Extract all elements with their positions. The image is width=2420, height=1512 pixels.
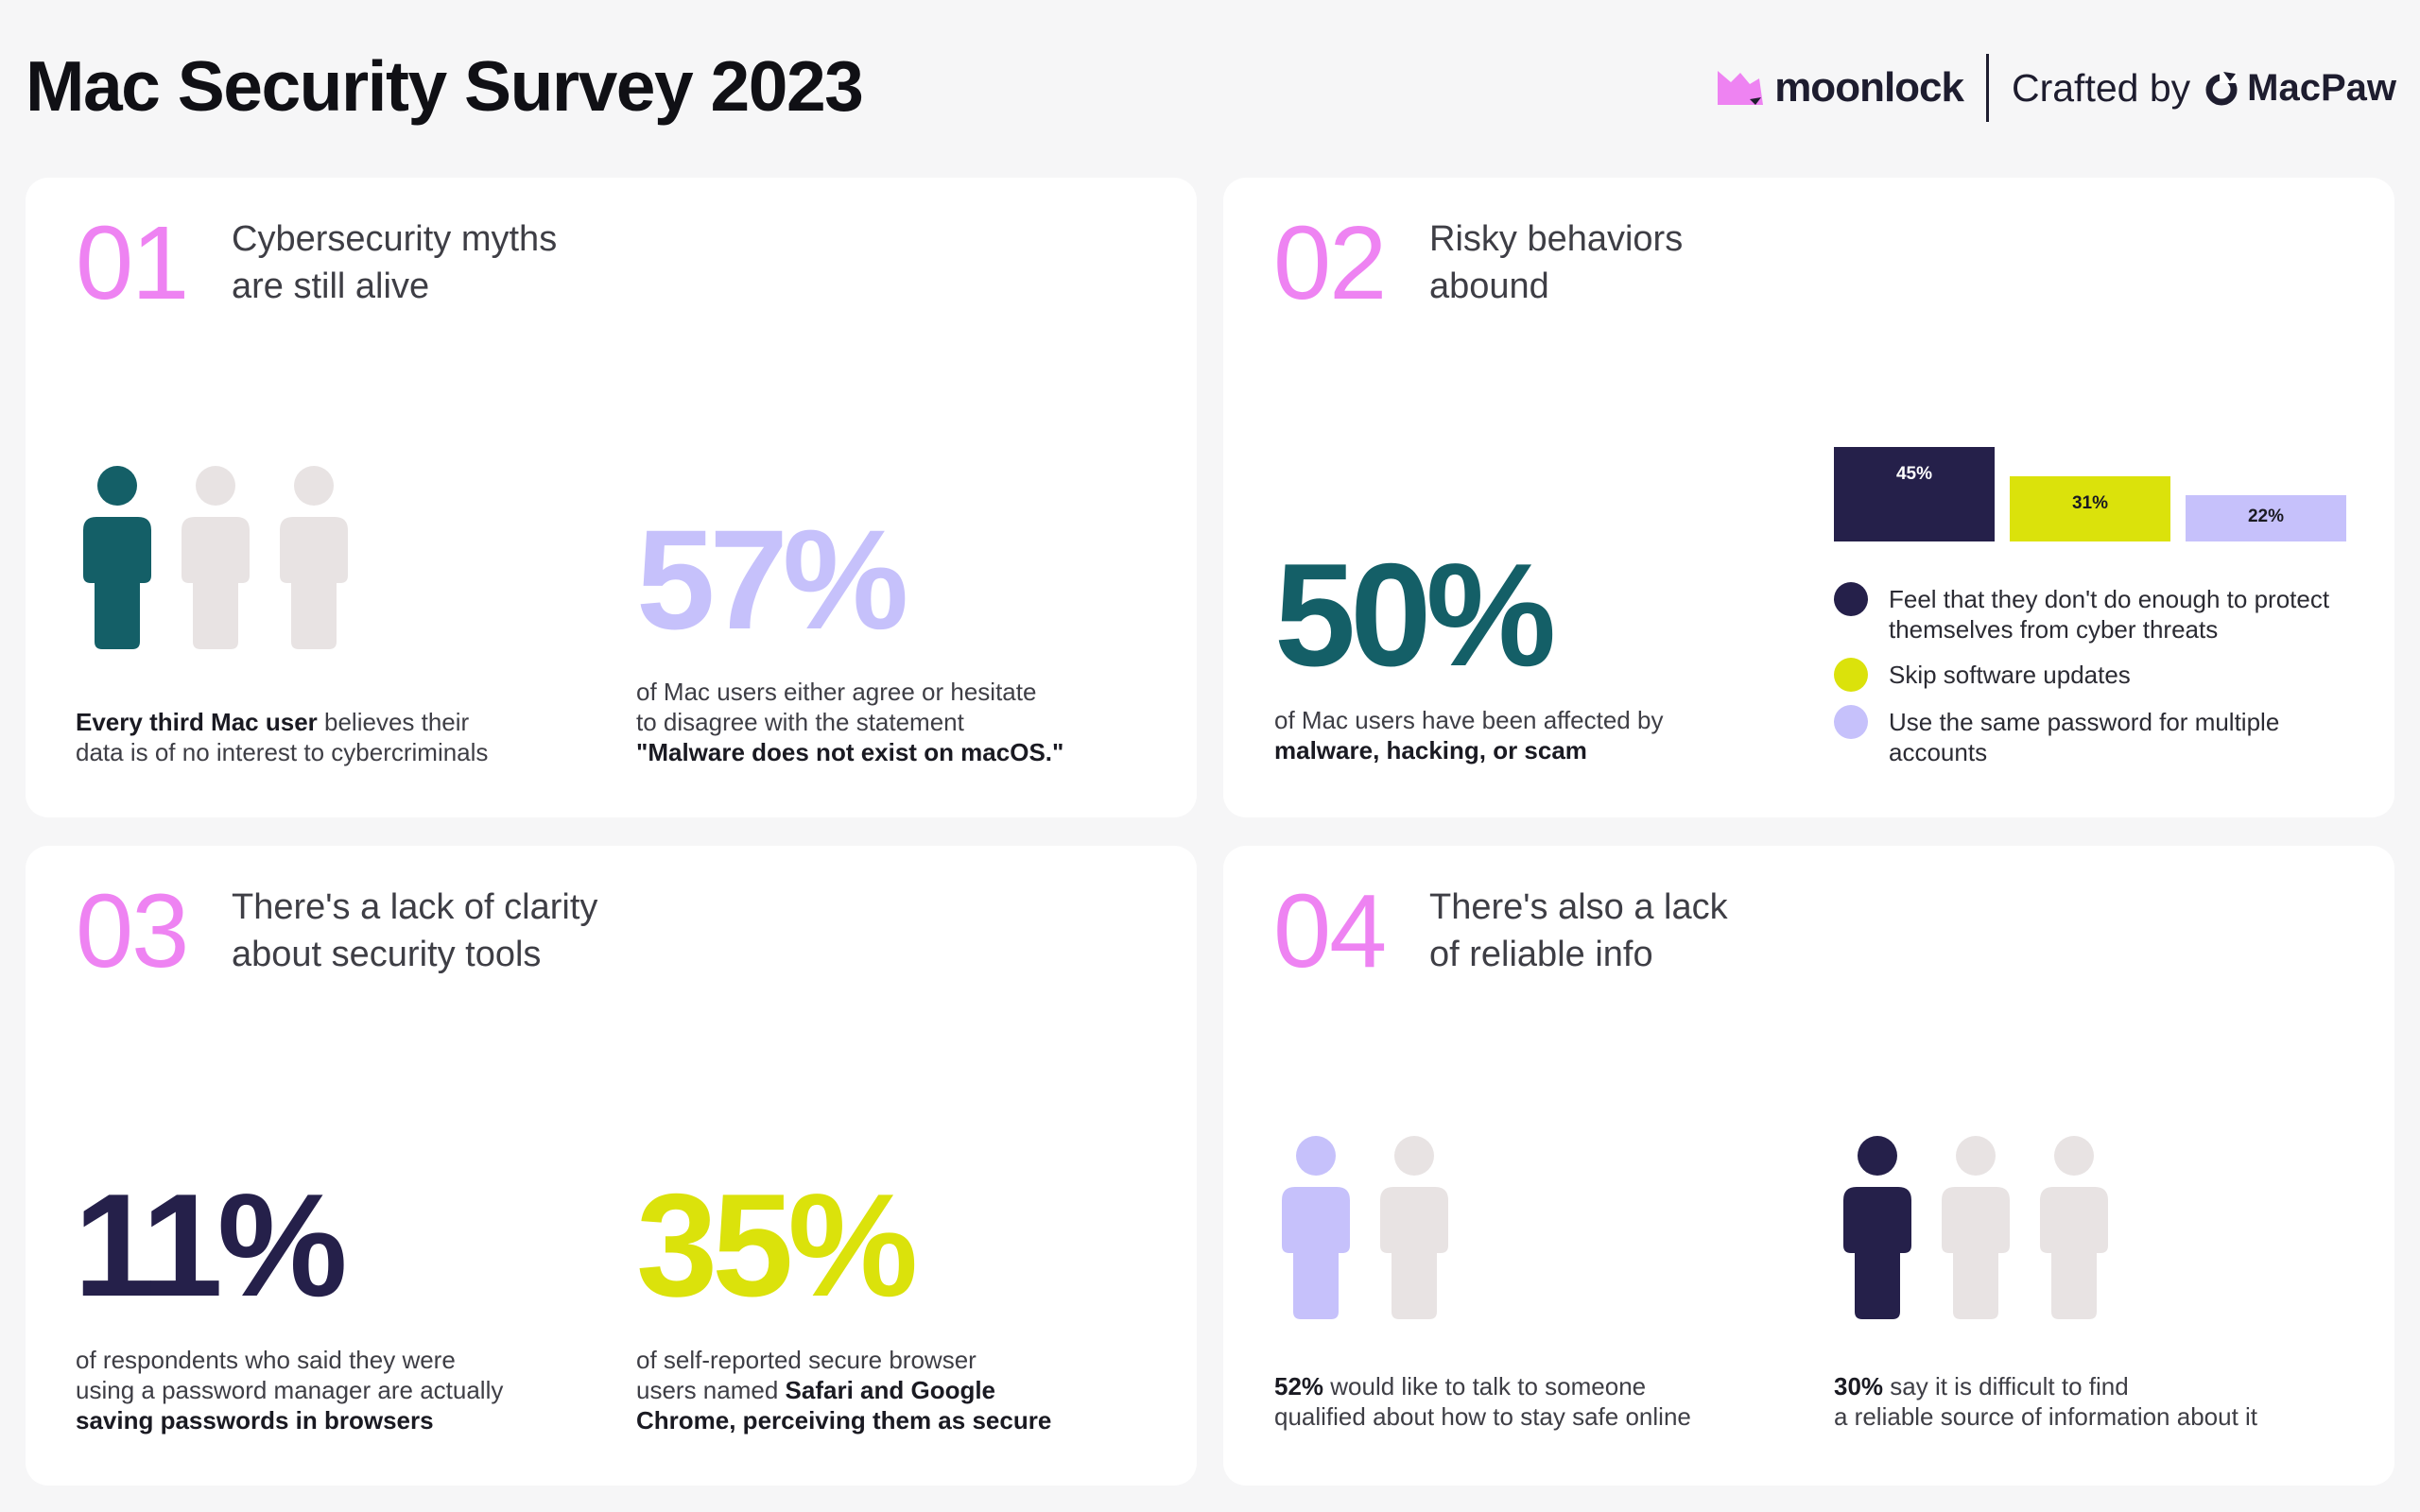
stat-description: 52% would like to talk to someone qualif… xyxy=(1274,1371,1691,1432)
chart-legend: Feel that they don't do enough to protec… xyxy=(1834,582,2382,782)
bar-value-label: 45% xyxy=(1895,464,1933,484)
stat-text: to disagree with the statement xyxy=(636,708,964,736)
card-heading: There's also a lack of reliable info xyxy=(1429,887,1728,974)
stat-text: data is of no interest to cybercriminals xyxy=(76,738,489,766)
card-number: 02 xyxy=(1273,205,1387,321)
brand-divider xyxy=(1985,54,1989,122)
bar-chart: 45% 31% 22% xyxy=(1834,447,2346,541)
bar-value-label: 22% xyxy=(2247,507,2285,526)
legend-item: Use the same password for multiple accou… xyxy=(1834,705,2382,767)
stat-bold: Chrome, perceiving them as secure xyxy=(636,1406,1052,1435)
person-icon xyxy=(182,466,250,649)
person-icon xyxy=(1380,1136,1448,1319)
bar-value-label: 31% xyxy=(2071,493,2109,513)
moonlock-logo[interactable]: moonlock xyxy=(1718,64,1964,112)
stat-description: of Mac users either agree or hesitate to… xyxy=(636,677,1063,767)
moonlock-wordmark: moonlock xyxy=(1774,64,1964,111)
legend-item: Skip software updates xyxy=(1834,658,2382,692)
stat-value: 50% xyxy=(1274,533,1556,696)
people-group xyxy=(1843,1136,2108,1319)
chart-bar: 31% xyxy=(2010,476,2170,541)
legend-dot xyxy=(1834,658,1868,692)
macpaw-logo[interactable]: MacPaw xyxy=(2204,67,2396,110)
stat-text: users named xyxy=(636,1376,786,1404)
macpaw-wordmark: MacPaw xyxy=(2247,66,2396,109)
stat-text: of Mac users have been affected by xyxy=(1274,706,1664,734)
stat-text: using a password manager are actually xyxy=(76,1376,504,1404)
card-heading: Risky behaviors abound xyxy=(1429,219,1684,306)
legend-label: Skip software updates xyxy=(1889,661,2131,689)
card-security-tools: 03 There's a lack of clarity about secur… xyxy=(26,846,1197,1486)
stat-highlight: Every third Mac user xyxy=(76,708,318,736)
legend-label: Feel that they don't do enough to protec… xyxy=(1889,585,2330,644)
stat-text: qualified about how to stay safe online xyxy=(1274,1402,1691,1431)
card-heading: Cybersecurity myths are still alive xyxy=(232,219,558,306)
stat-text: believes their xyxy=(317,708,470,736)
stat-description: of respondents who said they were using … xyxy=(76,1345,503,1435)
person-icon xyxy=(1942,1136,2010,1319)
chart-bar: 45% xyxy=(1834,447,1995,541)
moonlock-icon xyxy=(1718,71,1764,105)
card-cybersecurity-myths: 01 Cybersecurity myths are still alive E… xyxy=(26,178,1197,817)
card-number: 03 xyxy=(76,873,189,989)
stat-text: of self-reported secure browser xyxy=(636,1346,977,1374)
person-icon xyxy=(280,466,348,649)
brand-header: moonlock Crafted by MacPaw xyxy=(1718,54,2396,122)
chart-bar: 22% xyxy=(2186,495,2346,541)
person-icon xyxy=(2040,1136,2108,1319)
person-icon xyxy=(1282,1136,1350,1319)
stat-description: Every third Mac user believes their data… xyxy=(76,707,488,767)
stat-quote: "Malware does not exist on macOS." xyxy=(636,738,1064,766)
person-icon xyxy=(83,466,151,649)
card-reliable-info: 04 There's also a lack of reliable info … xyxy=(1223,846,2394,1486)
macpaw-icon xyxy=(2205,72,2238,106)
stat-bold: saving passwords in browsers xyxy=(76,1406,434,1435)
stat-description: of self-reported secure browser users na… xyxy=(636,1345,1051,1435)
stat-bold: Safari and Google xyxy=(785,1376,996,1404)
stat-value: 57% xyxy=(636,500,908,659)
people-group xyxy=(1282,1136,1448,1319)
person-icon xyxy=(1843,1136,1911,1319)
stat-value: 11% xyxy=(74,1163,348,1327)
stat-text: of respondents who said they were xyxy=(76,1346,456,1374)
people-group xyxy=(83,466,348,649)
card-heading: There's a lack of clarity about security… xyxy=(232,887,598,974)
legend-label: Use the same password for multiple accou… xyxy=(1889,708,2280,766)
stat-bold: 30% xyxy=(1834,1372,1884,1400)
stat-text: of Mac users either agree or hesitate xyxy=(636,678,1037,706)
stat-bold: malware, hacking, or scam xyxy=(1274,736,1587,765)
card-number: 04 xyxy=(1273,873,1387,989)
stat-text: say it is difficult to find xyxy=(1883,1372,2129,1400)
card-number: 01 xyxy=(76,205,189,321)
stat-bold: 52% xyxy=(1274,1372,1324,1400)
stat-description: of Mac users have been affected by malwa… xyxy=(1274,705,1663,765)
page-title: Mac Security Survey 2023 xyxy=(26,46,864,126)
stat-text: a reliable source of information about i… xyxy=(1834,1402,2258,1431)
legend-dot xyxy=(1834,705,1868,739)
card-risky-behaviors: 02 Risky behaviors abound 50% of Mac use… xyxy=(1223,178,2394,817)
stat-description: 30% say it is difficult to find a reliab… xyxy=(1834,1371,2257,1432)
stat-text: would like to talk to someone xyxy=(1323,1372,1647,1400)
legend-dot xyxy=(1834,582,1868,616)
stat-value: 35% xyxy=(636,1163,918,1327)
crafted-by-label: Crafted by xyxy=(2011,65,2191,110)
legend-item: Feel that they don't do enough to protec… xyxy=(1834,582,2382,644)
